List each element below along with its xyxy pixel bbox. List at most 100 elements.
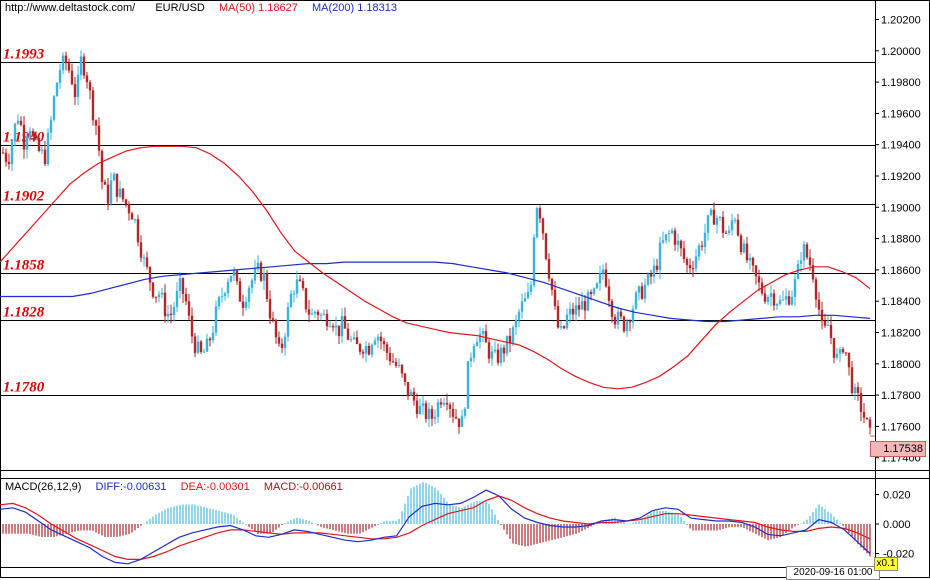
candle [292, 290, 296, 303]
macd-axis-ticks: 0.0200.000-0.020 [875, 490, 914, 561]
candle [172, 302, 176, 322]
candle [7, 153, 11, 170]
candle [775, 302, 779, 311]
candle-body [727, 230, 731, 234]
candle [862, 402, 866, 424]
candle-body [655, 265, 659, 270]
candle [310, 308, 314, 316]
candle [160, 287, 164, 299]
zoom-indicator[interactable]: x0.1 [874, 557, 898, 571]
candle-body [544, 233, 548, 259]
candle [418, 398, 422, 415]
candle-body [604, 269, 608, 287]
candle-body [262, 273, 266, 281]
candle [70, 63, 74, 86]
candle [1, 147, 5, 154]
candle [316, 309, 320, 320]
candle [754, 264, 758, 285]
candle [346, 322, 350, 341]
candle [751, 256, 755, 273]
candle [496, 343, 500, 366]
candle [478, 327, 482, 349]
candle-body [352, 337, 356, 340]
candle [652, 258, 656, 284]
candle-body [856, 387, 860, 393]
candle [760, 277, 764, 296]
candle-body [472, 346, 476, 358]
candle-body [763, 293, 767, 302]
candle [190, 307, 194, 344]
candle-body [187, 301, 191, 316]
candle [748, 253, 752, 270]
candle-body [754, 265, 758, 277]
candle [46, 128, 50, 167]
candle [97, 117, 101, 157]
candle-body [712, 209, 716, 225]
candle [700, 240, 704, 251]
candle [727, 225, 731, 236]
candle-body [751, 257, 755, 266]
candle-body [451, 408, 455, 417]
candle [433, 409, 437, 425]
candle-body [166, 313, 170, 317]
candle-body [646, 273, 650, 285]
candle-body [193, 336, 197, 353]
candle-body [355, 337, 359, 345]
candle-body [493, 349, 497, 352]
candle [823, 313, 827, 328]
candle [403, 372, 407, 386]
candle-body [217, 297, 221, 307]
candle-body [685, 259, 689, 266]
candle [64, 51, 68, 71]
candle-body [787, 296, 791, 305]
candle-body [142, 257, 146, 259]
candle [622, 315, 626, 333]
candle-body [769, 293, 773, 298]
site-url[interactable]: http://www.deltastock.com/ [5, 2, 136, 14]
candle-body [16, 120, 20, 124]
candle-body [796, 263, 800, 279]
candle-body [373, 340, 377, 345]
candle-body [175, 290, 179, 307]
price-tick-label: 1.18200 [881, 328, 921, 340]
candle-body [250, 280, 254, 288]
candle-body [235, 270, 239, 282]
macd-diff-line [0, 489, 871, 565]
candle [169, 304, 173, 324]
candle-body [694, 256, 698, 269]
candle [274, 318, 278, 344]
candle [397, 358, 401, 368]
candle [628, 319, 632, 332]
candle-body [232, 270, 236, 276]
candle [649, 269, 653, 285]
candle-body [247, 287, 251, 302]
candle [559, 321, 563, 330]
candle-body [715, 217, 719, 225]
candle [661, 231, 665, 245]
candle [544, 232, 548, 261]
candle-body [274, 319, 278, 338]
candle [835, 347, 839, 360]
candle-body [295, 279, 299, 294]
candle [226, 278, 230, 299]
candle-body [331, 326, 335, 328]
candle-body [124, 199, 128, 204]
candle [256, 255, 260, 273]
candle [391, 353, 395, 363]
candle [328, 320, 332, 328]
candle [670, 227, 674, 235]
candle-body [487, 342, 491, 359]
candle-body [385, 344, 389, 353]
candle [859, 387, 863, 422]
candle [361, 349, 365, 359]
candle-body [427, 408, 431, 419]
candle-body [775, 303, 779, 306]
candle [562, 325, 566, 330]
candle [853, 383, 857, 400]
candle [646, 272, 650, 287]
candle [412, 387, 416, 406]
candle [364, 341, 368, 363]
